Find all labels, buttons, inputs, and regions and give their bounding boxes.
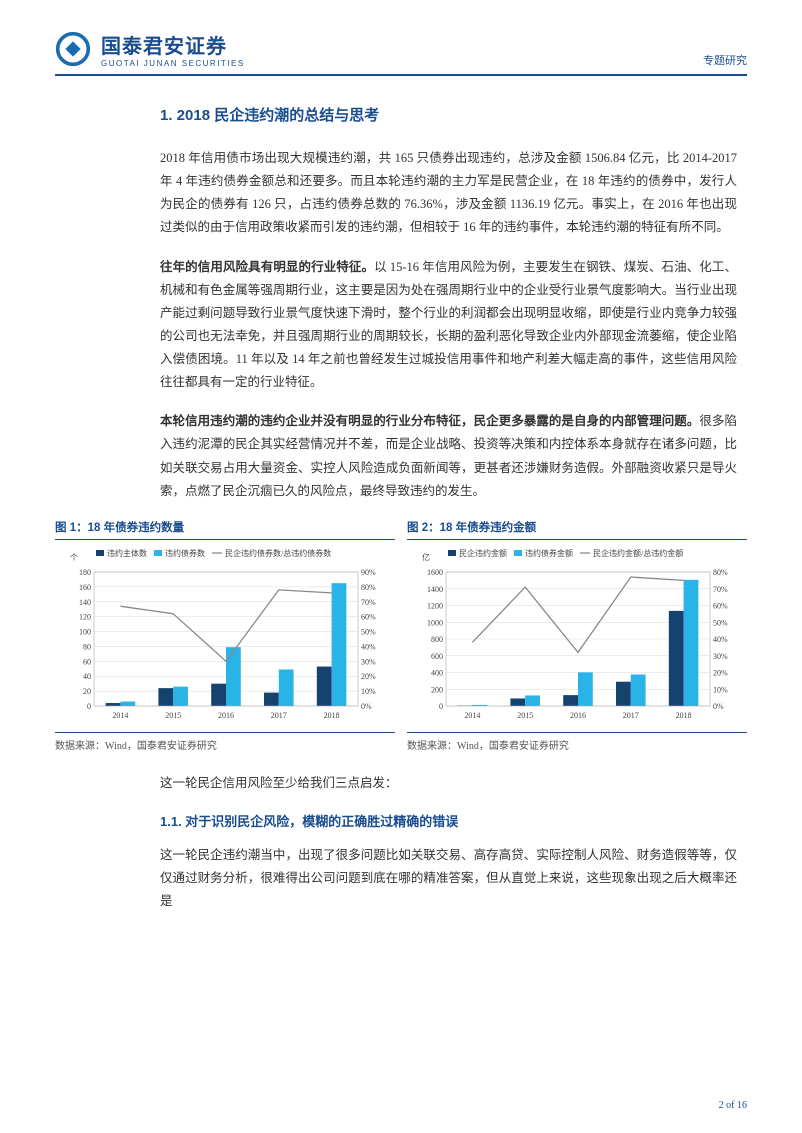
company-logo-icon — [55, 31, 91, 67]
svg-text:民企违约金额/总违约金额: 民企违约金额/总违约金额 — [593, 548, 683, 558]
company-name-cn: 国泰君安证券 — [101, 30, 245, 59]
svg-text:2017: 2017 — [271, 711, 287, 720]
svg-text:2018: 2018 — [676, 711, 692, 720]
section-heading: 1. 2018 民企违约潮的总结与思考 — [160, 104, 737, 125]
svg-text:个: 个 — [70, 553, 78, 562]
svg-text:2018: 2018 — [324, 711, 340, 720]
svg-text:1600: 1600 — [427, 568, 443, 577]
svg-text:40%: 40% — [713, 635, 728, 644]
svg-text:200: 200 — [431, 685, 443, 694]
svg-text:40%: 40% — [361, 642, 376, 651]
paragraph-2: 往年的信用风险具有明显的行业特征。以 15-16 年信用风险为例，主要发生在钢铁… — [160, 256, 737, 395]
svg-text:80%: 80% — [713, 568, 728, 577]
svg-text:2016: 2016 — [218, 711, 234, 720]
p2-bold: 往年的信用风险具有明显的行业特征。 — [160, 260, 374, 274]
page-header: 国泰君安证券 GUOTAI JUNAN SECURITIES 专题研究 — [55, 30, 747, 76]
svg-text:10%: 10% — [713, 685, 728, 694]
chart-2-title: 图 2：18 年债券违约金额 — [407, 519, 747, 540]
svg-text:100: 100 — [79, 627, 91, 636]
paragraph-5: 这一轮民企违约潮当中，出现了很多问题比如关联交易、高存高贷、实际控制人风险、财务… — [160, 844, 737, 913]
svg-text:0: 0 — [87, 702, 91, 711]
paragraph-1: 2018 年信用债市场出现大规模违约潮，共 165 只债券出现违约，总涉及金额 … — [160, 147, 737, 240]
svg-text:0%: 0% — [713, 702, 724, 711]
svg-text:民企违约债券数/总违约债券数: 民企违约债券数/总违约债券数 — [225, 548, 331, 558]
svg-text:60: 60 — [83, 657, 91, 666]
svg-text:50%: 50% — [713, 618, 728, 627]
svg-text:60%: 60% — [361, 612, 376, 621]
svg-text:160: 160 — [79, 583, 91, 592]
svg-text:70%: 70% — [361, 598, 376, 607]
chart-2-svg: 亿 0 200 400 600 800 1000 1200 1400 1600 0% 10% 20% 30… — [407, 546, 747, 726]
chart-1-title: 图 1：18 年债券违约数量 — [55, 519, 395, 540]
logo-block: 国泰君安证券 GUOTAI JUNAN SECURITIES — [55, 30, 245, 68]
svg-text:800: 800 — [431, 635, 443, 644]
p3-bold: 本轮信用违约潮的违约企业并没有明显的行业分布特征，民企更多暴露的是自身的内部管理… — [160, 414, 699, 428]
svg-text:2015: 2015 — [165, 711, 181, 720]
logo-text-wrap: 国泰君安证券 GUOTAI JUNAN SECURITIES — [101, 30, 245, 68]
svg-text:400: 400 — [431, 668, 443, 677]
svg-text:亿: 亿 — [422, 552, 430, 562]
svg-text:50%: 50% — [361, 627, 376, 636]
content-area-2: 这一轮民企信用风险至少给我们三点启发： 1.1. 对于识别民企风险，模糊的正确胜… — [55, 772, 747, 914]
svg-text:违约主体数: 违约主体数 — [107, 548, 147, 558]
chart-1-block: 图 1：18 年债券违约数量 个 0 20 40 60 80 100 120 140 160 180… — [55, 519, 395, 752]
charts-row: 图 1：18 年债券违约数量 个 0 20 40 60 80 100 120 140 160 180… — [55, 519, 747, 752]
company-name-en: GUOTAI JUNAN SECURITIES — [101, 59, 245, 68]
doc-type-label: 专题研究 — [703, 52, 747, 68]
svg-text:600: 600 — [431, 652, 443, 661]
svg-text:80: 80 — [83, 642, 91, 651]
page-number: 2 of 16 — [719, 1100, 747, 1111]
svg-text:20%: 20% — [713, 668, 728, 677]
svg-text:违约债券数: 违约债券数 — [165, 548, 205, 558]
svg-text:90%: 90% — [361, 568, 376, 577]
svg-text:0%: 0% — [361, 702, 372, 711]
svg-text:40: 40 — [83, 672, 91, 681]
content-area: 1. 2018 民企违约潮的总结与思考 2018 年信用债市场出现大规模违约潮，… — [55, 104, 747, 503]
svg-text:2016: 2016 — [570, 711, 586, 720]
svg-text:民企违约金额: 民企违约金额 — [459, 548, 507, 558]
svg-text:20%: 20% — [361, 672, 376, 681]
svg-text:10%: 10% — [361, 687, 376, 696]
svg-text:140: 140 — [79, 598, 91, 607]
svg-text:120: 120 — [79, 612, 91, 621]
svg-text:违约债券金额: 违约债券金额 — [525, 548, 573, 558]
svg-text:30%: 30% — [361, 657, 376, 666]
svg-text:1400: 1400 — [427, 585, 443, 594]
svg-text:2014: 2014 — [112, 711, 128, 720]
svg-text:2017: 2017 — [623, 711, 639, 720]
chart-1-svg: 个 0 20 40 60 80 100 120 140 160 180 0% 10% 20% 30% 40% 5… — [55, 546, 395, 726]
svg-text:20: 20 — [83, 687, 91, 696]
chart-2-source: 数据来源：Wind，国泰君安证券研究 — [407, 732, 747, 752]
svg-text:0: 0 — [439, 702, 443, 711]
chart-2-block: 图 2：18 年债券违约金额 亿 0 200 400 600 800 1000 1200 140… — [407, 519, 747, 752]
svg-text:30%: 30% — [713, 652, 728, 661]
paragraph-3: 本轮信用违约潮的违约企业并没有明显的行业分布特征，民企更多暴露的是自身的内部管理… — [160, 410, 737, 503]
svg-text:2015: 2015 — [517, 711, 533, 720]
svg-text:1200: 1200 — [427, 601, 443, 610]
svg-text:80%: 80% — [361, 583, 376, 592]
svg-text:1000: 1000 — [427, 618, 443, 627]
paragraph-4: 这一轮民企信用风险至少给我们三点启发： — [160, 772, 737, 795]
chart-1-source: 数据来源：Wind，国泰君安证券研究 — [55, 732, 395, 752]
svg-text:60%: 60% — [713, 601, 728, 610]
subsection-heading: 1.1. 对于识别民企风险，模糊的正确胜过精确的错误 — [160, 811, 737, 830]
p2-rest: 以 15-16 年信用风险为例，主要发生在钢铁、煤炭、石油、化工、机械和有色金属… — [160, 260, 737, 390]
svg-text:180: 180 — [79, 568, 91, 577]
svg-text:2014: 2014 — [464, 711, 480, 720]
svg-text:70%: 70% — [713, 585, 728, 594]
